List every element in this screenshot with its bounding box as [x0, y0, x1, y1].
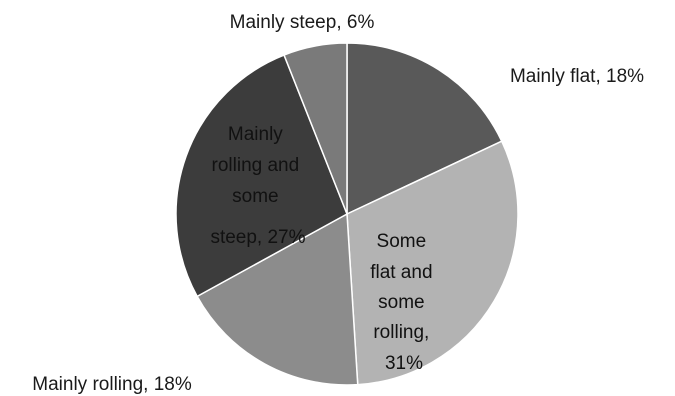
pie-slice-mainly-rolling-and-some-steep [175, 54, 348, 298]
slice-label-mainly-flat: Mainly flat, 18% [510, 66, 644, 87]
pie-labels: Mainly flat, 18% Some flat and some roll… [32, 12, 644, 395]
slice-label-mainly-rolling: Mainly rolling, 18% [32, 374, 192, 395]
pie-slice-some-flat-and-some-rolling [346, 140, 519, 386]
pie-slice-mainly-flat [346, 42, 503, 216]
pie-slices [175, 42, 519, 386]
slice-label-mainly-rolling-and-some-steep: Mainly rolling and some steep, 27% [210, 124, 305, 248]
pie-slice-mainly-steep [283, 42, 348, 215]
pie-slice-mainly-rolling [196, 212, 359, 386]
slice-label-mainly-steep: Mainly steep, 6% [230, 12, 375, 33]
slice-label-some-flat-and-some-rolling: Some flat and some rolling, 31% [370, 231, 438, 374]
